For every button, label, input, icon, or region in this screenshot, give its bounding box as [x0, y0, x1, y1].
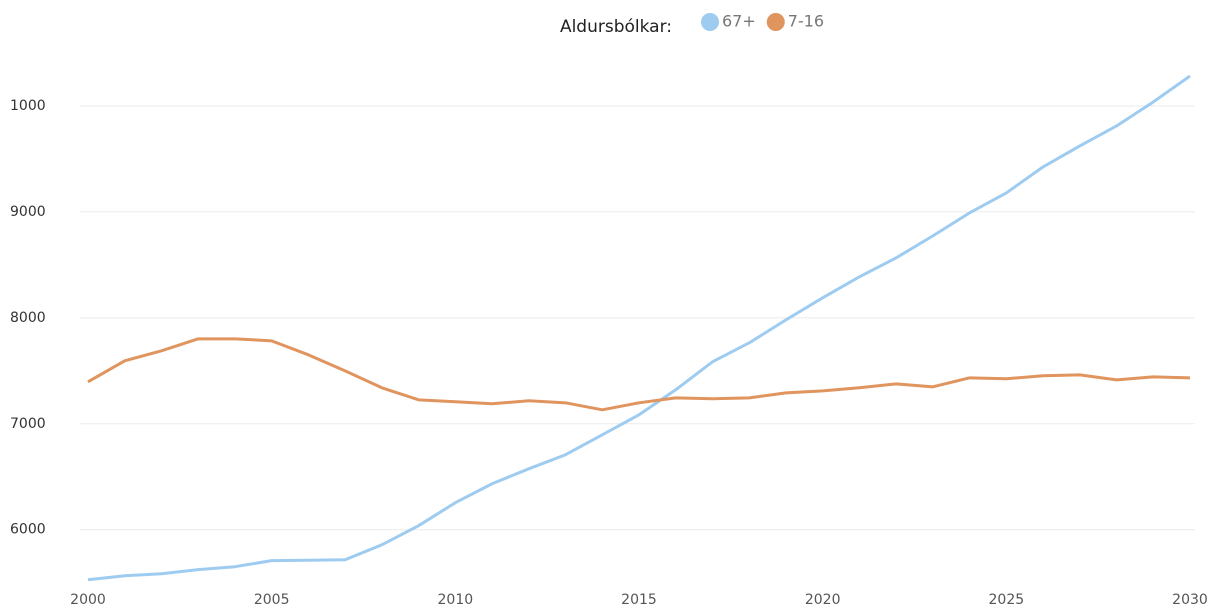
legend-title: Aldursbólkar:	[560, 17, 672, 37]
y-tick-label: 8000	[10, 310, 46, 326]
x-tick-label: 2015	[621, 592, 657, 608]
line-series	[87, 337, 1191, 412]
legend-swatch	[766, 13, 785, 31]
legend-swatch	[701, 13, 719, 31]
x-tick-label: 2000	[70, 592, 106, 608]
x-tick-label: 2020	[805, 592, 841, 608]
legend-label: 7-16	[788, 12, 824, 31]
line-series	[87, 74, 1191, 582]
y-tick-label: 7000	[10, 416, 46, 432]
y-tick-label: 6000	[10, 522, 46, 538]
x-tick-label: 2030	[1172, 592, 1208, 608]
y-tick-label: 9000	[10, 204, 46, 220]
x-tick-label: 2010	[438, 592, 474, 608]
x-tick-label: 2025	[989, 592, 1025, 608]
legend-label: 67+	[722, 12, 756, 31]
x-tick-label: 2005	[254, 592, 290, 608]
y-tick-label: 1000	[10, 98, 46, 114]
